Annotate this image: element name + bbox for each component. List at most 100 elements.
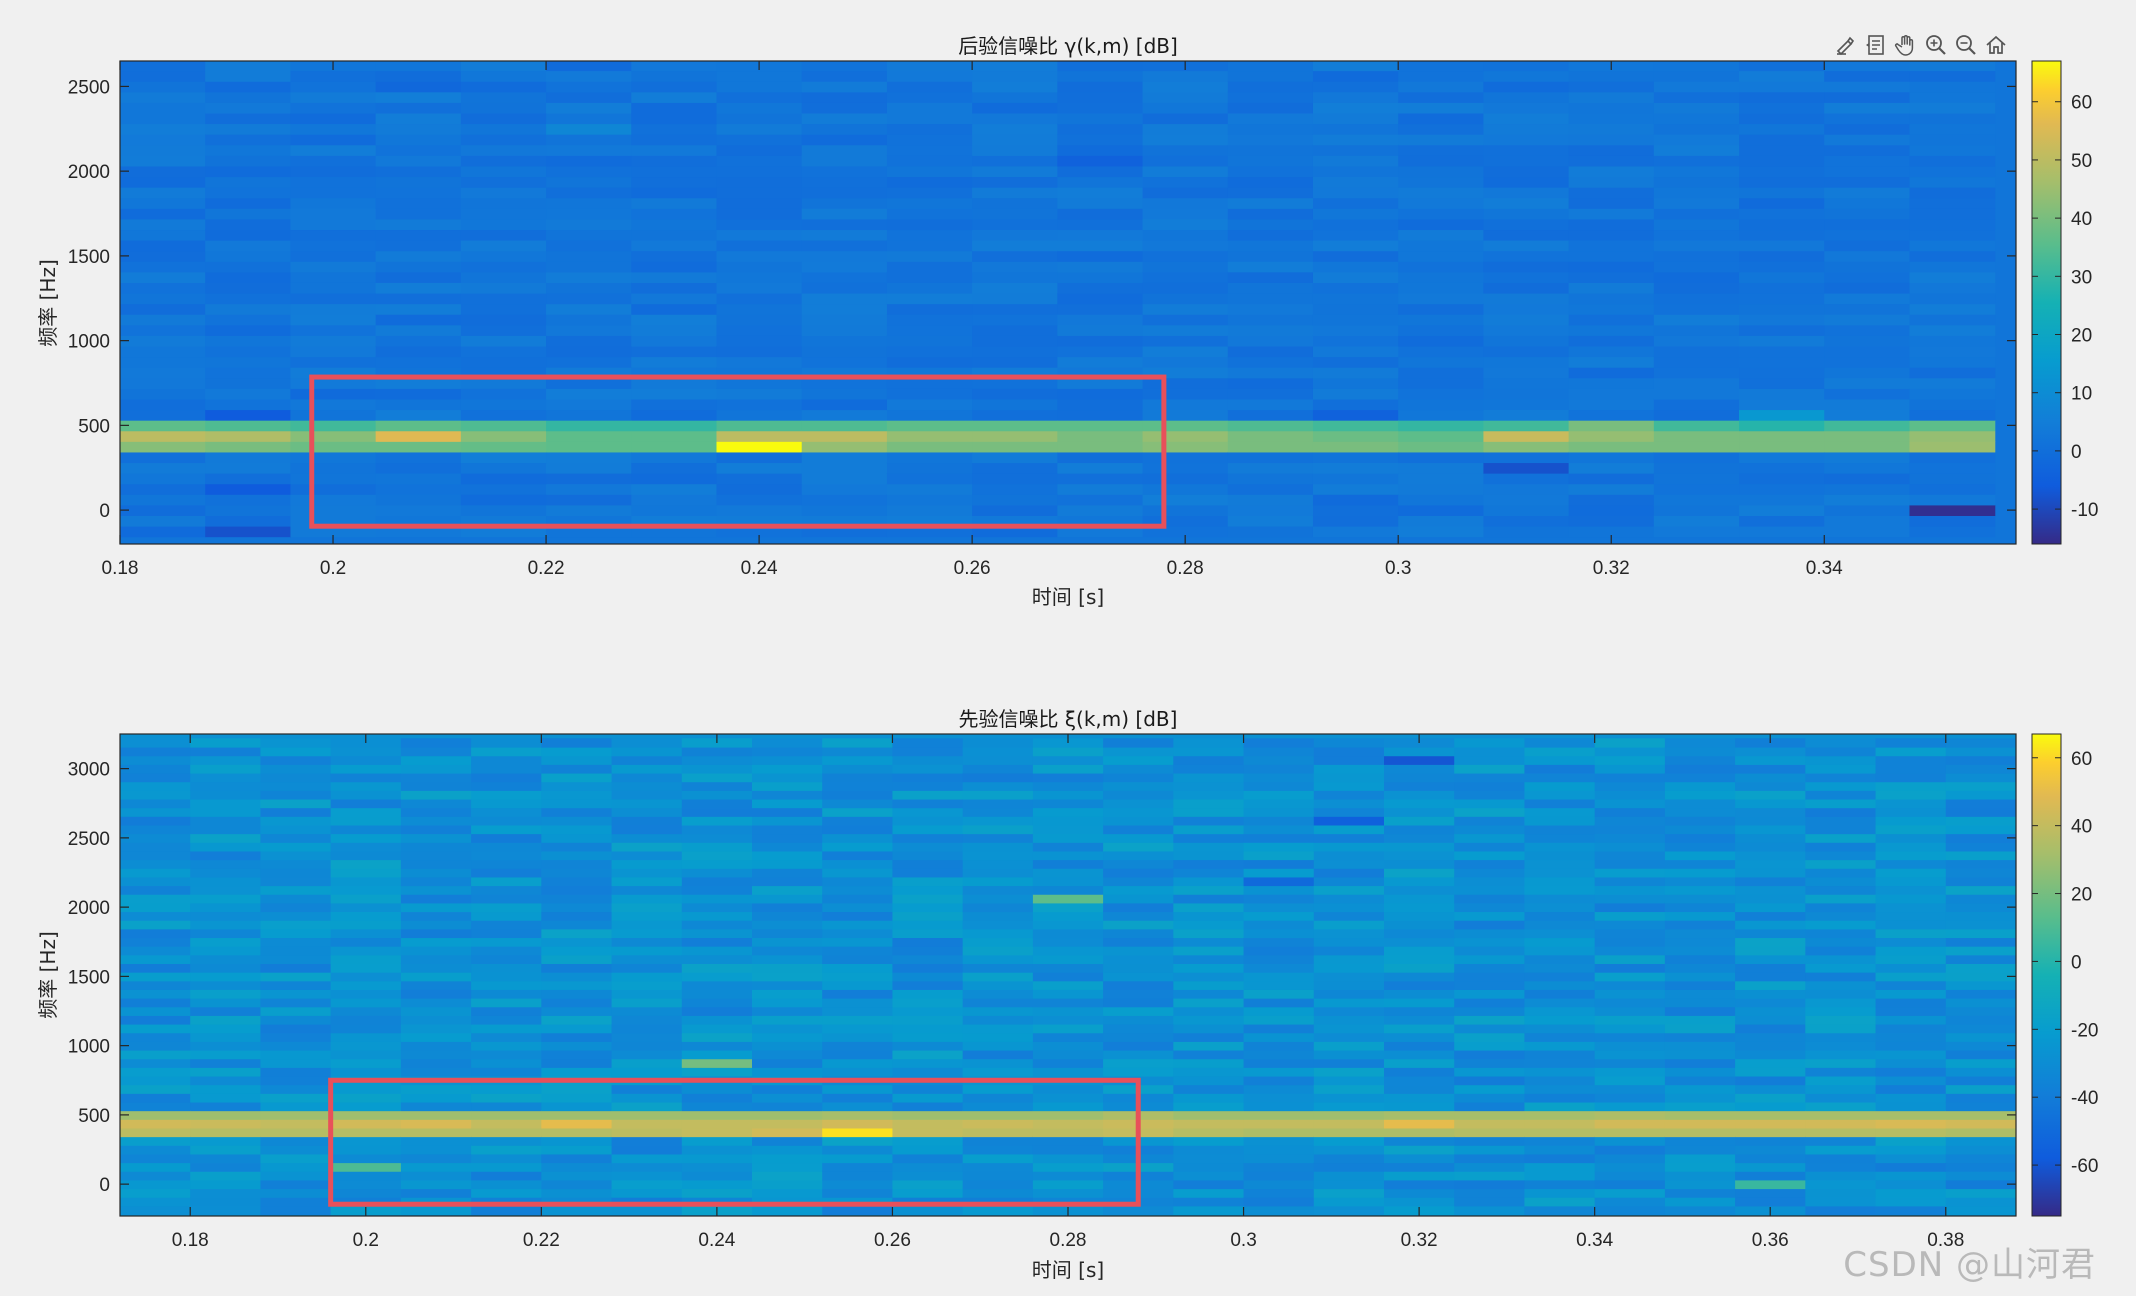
x-tick-label: 0.26 <box>874 1230 911 1251</box>
heatmap-cell <box>260 1162 332 1172</box>
heatmap-cell <box>1398 91 1485 103</box>
heatmap-cell <box>1398 303 1485 315</box>
heatmap-cell <box>260 738 332 748</box>
heatmap-cell <box>1483 134 1570 146</box>
heatmap-cell <box>1384 1058 1455 1068</box>
heatmap-cell <box>972 70 1058 82</box>
heatmap-cell <box>962 876 1034 887</box>
heatmap-cell <box>1312 335 1399 347</box>
heatmap-cell <box>1103 798 1174 809</box>
heatmap-cell <box>1312 504 1399 516</box>
x-tick-label: 0.22 <box>523 1230 560 1251</box>
heatmap-cell <box>260 1101 332 1112</box>
heatmap-cell <box>1824 240 1911 252</box>
heatmap-cell <box>460 112 547 125</box>
heatmap-cell <box>120 1006 191 1016</box>
heatmap-cell <box>1142 324 1229 336</box>
heatmap-cell <box>460 208 547 220</box>
x-tick-label: 0.2 <box>320 558 346 579</box>
home-icon[interactable] <box>1982 31 2010 59</box>
heatmap-cell <box>1384 1145 1455 1155</box>
heatmap-cell <box>1664 902 1736 913</box>
heatmap-cell <box>1312 324 1399 336</box>
heatmap-cell <box>716 515 803 527</box>
x-tick-label: 0.3 <box>1230 1230 1256 1251</box>
heatmap-cell <box>1384 1049 1455 1060</box>
heatmap-cell <box>120 515 206 527</box>
heatmap-cell <box>330 842 402 852</box>
heatmap-cell <box>1384 1171 1455 1181</box>
heatmap-cell <box>260 928 332 939</box>
heatmap-cell <box>1483 314 1570 326</box>
heatmap-cell <box>120 367 206 379</box>
brush-icon[interactable] <box>1832 31 1860 59</box>
pan-hand-icon[interactable] <box>1892 31 1920 59</box>
heatmap-cell <box>290 335 377 347</box>
heatmap-cell <box>1032 998 1104 1008</box>
heatmap-cell <box>1568 134 1655 146</box>
heatmap-cell <box>1057 240 1144 252</box>
heatmap-cell <box>1594 1110 1666 1120</box>
heatmap-cell <box>1568 451 1655 464</box>
datatip-icon[interactable] <box>1862 31 1890 59</box>
heatmap-cell <box>375 398 462 411</box>
heatmap-cell <box>1909 91 1996 103</box>
heatmap-cell <box>752 824 823 835</box>
heatmap-cell <box>972 81 1058 93</box>
heatmap-cell <box>1243 764 1315 774</box>
heatmap-cell <box>190 1127 262 1138</box>
heatmap-cell <box>716 261 803 273</box>
heatmap-cell <box>631 187 718 199</box>
heatmap-cell <box>1805 1075 1877 1086</box>
heatmap-cell <box>801 504 888 516</box>
heatmap-cell <box>290 430 377 442</box>
heatmap-cell <box>1524 963 1596 973</box>
heatmap-cell <box>1032 807 1104 817</box>
heatmap-cell <box>1313 1075 1385 1086</box>
heatmap-cell <box>1032 755 1104 765</box>
heatmap-cell <box>260 937 332 947</box>
heatmap-cell <box>611 1171 683 1181</box>
zoom-in-icon[interactable] <box>1922 31 1950 59</box>
colorbar-tick-label: 0 <box>2071 952 2082 973</box>
heatmap-cell <box>611 1119 683 1129</box>
heatmap-cell <box>400 824 472 835</box>
heatmap-cell <box>330 894 402 904</box>
heatmap-cell <box>205 144 292 156</box>
heatmap-cell <box>375 197 462 209</box>
heatmap-cell <box>886 112 973 125</box>
heatmap-cell <box>1243 894 1315 904</box>
heatmap-cell <box>801 91 888 103</box>
heatmap-cell <box>752 842 823 852</box>
heatmap-cell <box>1568 261 1655 273</box>
heatmap-cell <box>1568 218 1655 231</box>
heatmap-cell <box>120 1188 191 1198</box>
heatmap-cell <box>972 473 1058 485</box>
heatmap-cell <box>1313 1032 1385 1042</box>
heatmap-cell <box>1664 807 1736 817</box>
heatmap-cell <box>752 738 823 748</box>
heatmap-cell <box>962 1127 1034 1138</box>
heatmap-cell <box>541 1049 613 1060</box>
heatmap-cell <box>1805 980 1877 990</box>
heatmap-cell <box>1032 1093 1104 1103</box>
heatmap-cell <box>1454 998 1526 1008</box>
heatmap-cell <box>120 1041 191 1051</box>
heatmap-cell <box>1384 755 1455 765</box>
heatmap-cell <box>1103 807 1174 817</box>
heatmap-cell <box>1173 1127 1245 1138</box>
heatmap-cell <box>471 868 542 878</box>
heatmap-cell <box>541 1084 613 1094</box>
zoom-out-icon[interactable] <box>1952 31 1980 59</box>
heatmap-cell <box>1312 409 1399 421</box>
heatmap-cell <box>1945 807 2016 817</box>
heatmap-cell <box>190 1101 262 1112</box>
heatmap-cell <box>546 240 632 252</box>
heatmap-cell <box>1312 261 1399 273</box>
heatmap-cell <box>1664 1015 1736 1025</box>
heatmap-cell <box>1313 1041 1385 1051</box>
heatmap-cell <box>1664 1084 1736 1094</box>
heatmap-cell <box>716 112 803 125</box>
heatmap-cell <box>1824 345 1911 358</box>
heatmap-cell <box>962 781 1034 791</box>
